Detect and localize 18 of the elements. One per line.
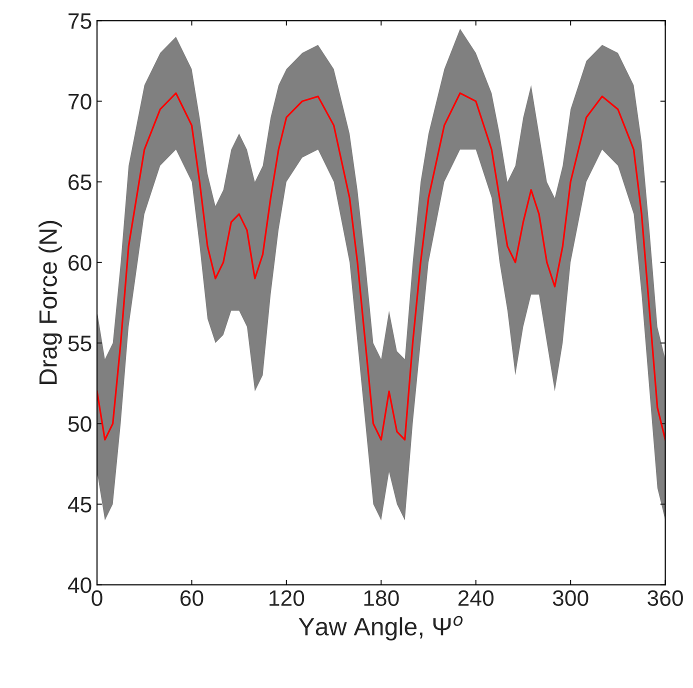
y-tick-label: 75 [68,13,92,29]
x-tick-label: 180 [364,590,399,606]
y-tick-label: 40 [68,577,92,594]
y-tick-label: 65 [68,174,92,190]
x-axis-title: Yaw Angle, Ψ$^{o}$ [298,616,463,640]
x-tick-label: 60 [180,590,204,606]
y-tick-label: 70 [68,94,92,110]
x-tick-label: 300 [552,590,588,606]
line-series [97,92,666,441]
y-tick-label: 50 [68,416,92,432]
y-axis-title: Drag Force (N) [38,220,62,384]
y-tick-label: 45 [68,496,92,512]
x-tick-label: 360 [648,590,683,606]
x-tick-label: 120 [270,590,304,606]
y-tick-label: 60 [68,254,92,271]
x-tick-label: 0 [92,590,102,606]
x-tick-label: 240 [458,590,494,606]
y-tick-label: 55 [68,336,92,352]
